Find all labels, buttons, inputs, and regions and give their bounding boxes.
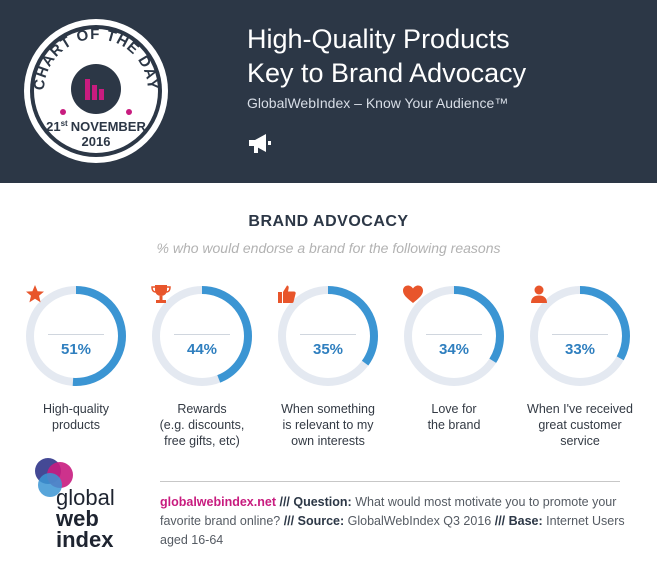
- chart-of-the-day-badge: CHART OF THE DAY 21st NOVEMBER 2016: [24, 19, 168, 163]
- thumbs-up-icon: [278, 285, 296, 303]
- donut-value-label: 35%: [312, 341, 344, 358]
- donut-ring: [404, 286, 504, 386]
- page-title: High-Quality Products Key to Brand Advoc…: [247, 22, 526, 90]
- donut-ring: [26, 286, 126, 386]
- donut-ring: [152, 286, 252, 386]
- donut-category-label-line: When I've received: [527, 402, 633, 416]
- donut-divider: [300, 334, 356, 335]
- donut-category-label-line: High-quality: [42, 402, 109, 416]
- donut-ring: [530, 286, 630, 386]
- donut-category-label: Rewards (e.g. discounts, free gifts, etc): [132, 401, 272, 449]
- bar-chart-icon: [85, 79, 104, 100]
- donut-category-label-line: Love for: [431, 402, 477, 416]
- donut-value-arc: [26, 286, 126, 386]
- heart-icon: [403, 285, 423, 303]
- header-banner: CHART OF THE DAY 21st NOVEMBER 2016 High-…: [0, 0, 657, 183]
- footer-separator: ///: [280, 514, 298, 528]
- badge-year: 2016: [82, 134, 111, 149]
- logo-word-web: web: [56, 506, 99, 531]
- donut-4: 34%: [402, 284, 506, 388]
- logo-word-global: global: [56, 485, 115, 510]
- footer-source-text: GlobalWebIndex Q3 2016: [344, 514, 492, 528]
- donut-divider: [552, 334, 608, 335]
- badge-dot-left: [60, 109, 66, 115]
- badge-date: 21st NOVEMBER: [46, 119, 146, 134]
- donut-category-label-line: free gifts, etc): [164, 434, 240, 448]
- footer-separator: ///: [276, 495, 294, 509]
- donut-category-label-line: is relevant to my: [282, 418, 374, 432]
- donut-category-label: When something is relevant to my own inter…: [258, 401, 398, 449]
- page-title-line-2: Key to Brand Advocacy: [247, 58, 527, 88]
- chart-title: BRAND ADVOCACY: [248, 213, 409, 230]
- globalwebindex-logo: global web index: [26, 455, 136, 555]
- donut-2: 44%: [150, 284, 254, 388]
- donut-1: 51%: [24, 284, 128, 388]
- donut-value-label: 44%: [186, 341, 218, 358]
- donut-value-arc: [530, 286, 630, 386]
- donut-value-arc: [278, 286, 378, 386]
- footer-divider: [160, 481, 620, 482]
- donut-category-label-line: products: [52, 418, 100, 432]
- chart-subtitle: % who would endorse a brand for the foll…: [156, 240, 501, 256]
- donut-divider: [426, 334, 482, 335]
- donut-divider: [48, 334, 104, 335]
- star-icon: [26, 285, 44, 303]
- donut-category-label-line: Rewards: [177, 402, 227, 416]
- donut-ring: [278, 286, 378, 386]
- page-subtitle: GlobalWebIndex – Know Your Audience™: [247, 95, 509, 111]
- logo-word-index: index: [56, 527, 114, 552]
- footer-question-label: Question:: [293, 495, 352, 509]
- donut-category-label: Love for the brand: [384, 401, 524, 433]
- footer-source-note: globalwebindex.net /// Question: What wo…: [160, 493, 626, 550]
- donut-value-label: 33%: [564, 341, 596, 358]
- donut-value-arc: [152, 286, 252, 386]
- person-icon: [531, 285, 547, 303]
- donut-category-label-line: (e.g. discounts,: [159, 418, 245, 432]
- logo-circles-icon: [35, 458, 73, 497]
- donut-category-label-line: When something: [281, 402, 375, 416]
- donut-value-label: 34%: [438, 341, 470, 358]
- donut-3: 35%: [276, 284, 380, 388]
- footer-base-label: Base:: [508, 514, 543, 528]
- donut-5: 33%: [528, 284, 632, 388]
- donut-category-label: When I've received great customer service: [510, 401, 650, 449]
- donut-category-label-line: service: [560, 434, 600, 448]
- donut-category-label-line: the brand: [427, 418, 481, 432]
- donut-category-label-line: great customer: [538, 418, 622, 432]
- footer-separator: ///: [491, 514, 509, 528]
- donut-value-arc: [404, 286, 504, 386]
- footer-source-label: Source:: [297, 514, 345, 528]
- donut-category-label: High-quality products: [6, 401, 146, 433]
- donut-divider: [174, 334, 230, 335]
- badge-dot-right: [126, 109, 132, 115]
- donut-value-label: 51%: [60, 341, 92, 358]
- footer-base-text: Internet Users aged 16-64: [160, 514, 625, 547]
- footer-question-text: What would most motivate you to promote …: [160, 495, 617, 528]
- page-title-line-1: High-Quality Products: [247, 24, 510, 54]
- megaphone-icon: [249, 134, 271, 153]
- footer-url[interactable]: globalwebindex.net: [160, 495, 276, 509]
- donut-category-label-line: own interests: [291, 434, 365, 448]
- trophy-icon: [151, 285, 171, 303]
